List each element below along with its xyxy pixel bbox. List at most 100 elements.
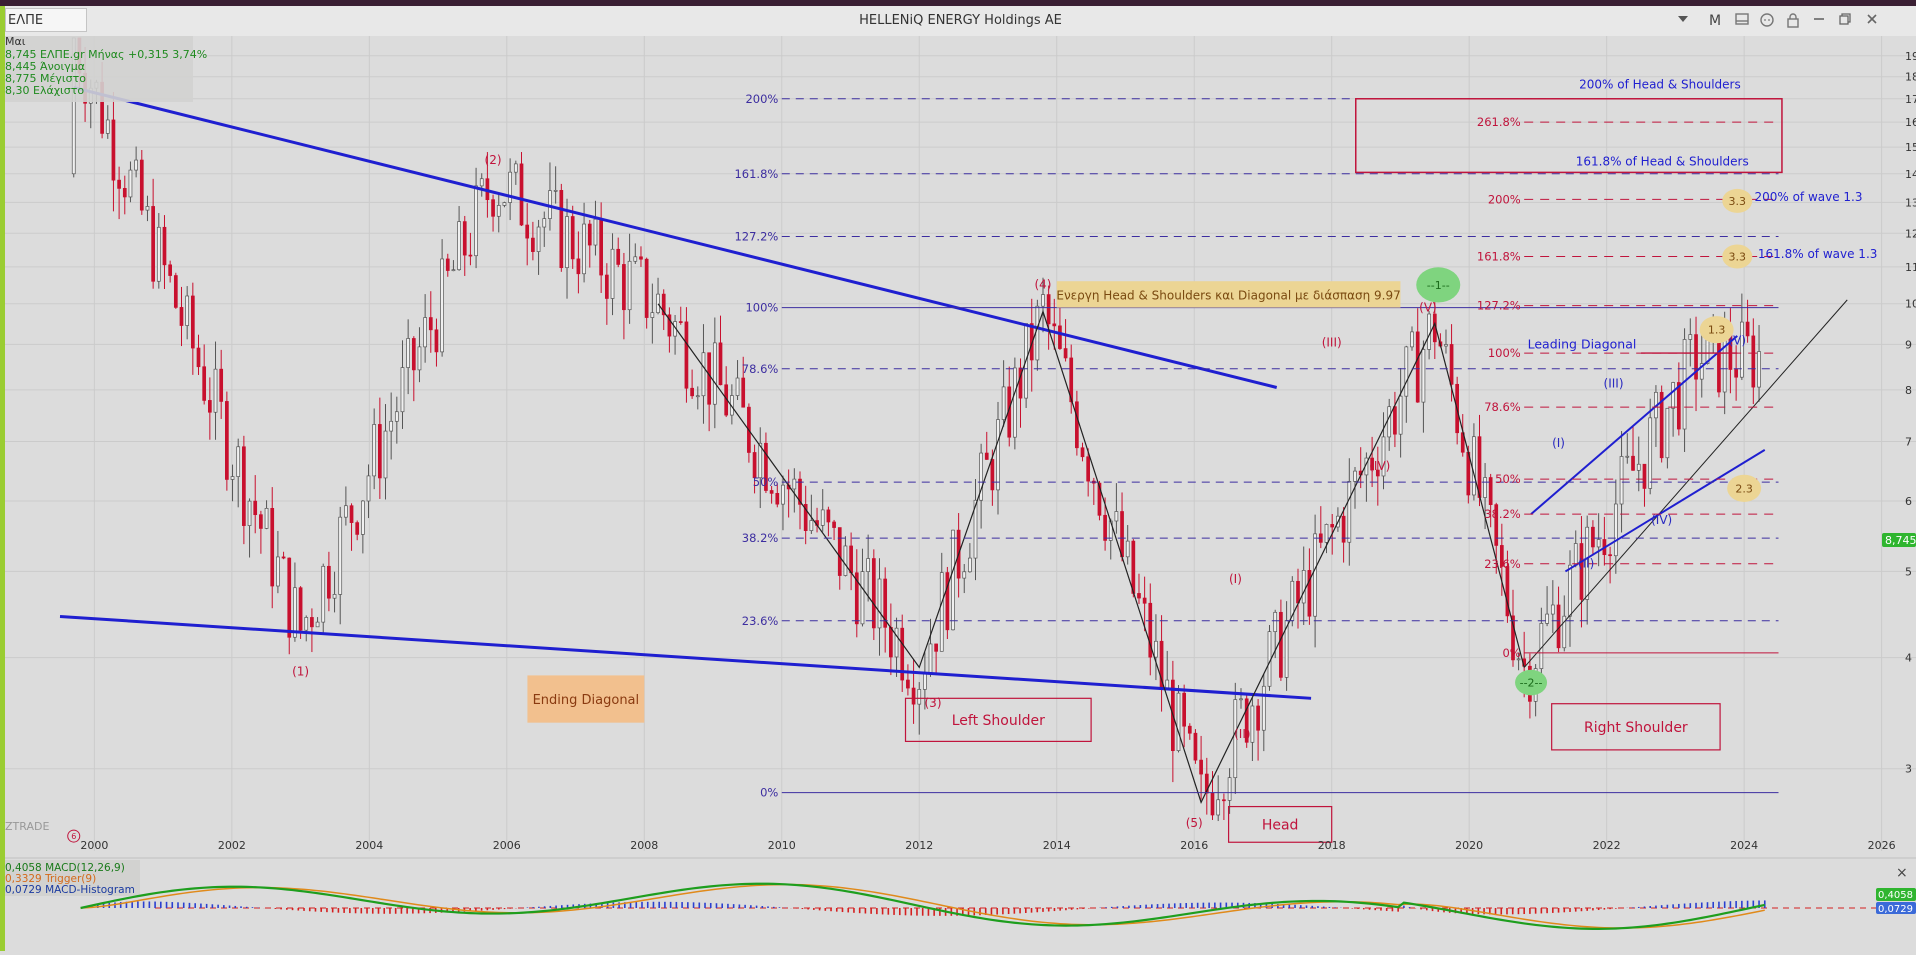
candle-body [661,293,666,316]
candle-body [213,368,218,413]
candle-body [923,673,927,690]
fib-left-label: 161.8% [734,167,778,181]
macd-legend: 0,4058 MACD(12,26,9) [5,862,125,874]
wave-label: (I) [1229,572,1242,586]
candle-body [968,557,972,573]
candle-body [1568,564,1572,617]
candle-body [650,312,655,318]
lock-icon[interactable] [1782,12,1804,30]
candle-body [304,617,309,631]
indicator-close-icon[interactable]: × [1896,865,1908,881]
x-tick-label: 2004 [355,839,383,852]
price-tag: 8,745 [1882,533,1916,547]
candle-body [332,594,337,599]
candle-body [570,216,575,260]
candle-body [519,163,524,226]
candle-body [1483,477,1487,498]
wave-label: (III) [1322,336,1342,350]
candle-body [1499,545,1504,567]
candle-body [775,493,780,505]
candle-body [928,643,933,675]
overlays: 200% 161.8% 127.2% 100% 78.6% 50% 38.2% 23.6% 0%… [59,78,1877,843]
candle-body [202,366,207,401]
price-tag-text: 8,745 [1885,534,1916,547]
candle-body [809,520,814,531]
macd-tag: 0,4058 [1878,890,1913,901]
y-tick-label: 7 [1905,435,1912,448]
candle-body [259,514,263,529]
circle-wave-3-3-b-circle [1722,244,1753,269]
fib-left-label: 38.2% [742,531,779,545]
candle-body [1165,679,1170,689]
candle-body [1449,344,1454,385]
candle-body [1745,321,1750,337]
panel-icon[interactable] [1731,12,1753,30]
candle-body [361,500,365,535]
candle-body [616,248,621,265]
candle-body [1279,611,1283,678]
candle-body [917,689,922,705]
dropdown-icon[interactable] [1672,12,1694,30]
candle-body [440,258,444,353]
candle-body [1636,463,1641,471]
candle-body [525,224,530,239]
minimize-icon[interactable] [1808,12,1830,30]
candle-body [366,475,371,502]
candle-body [491,199,495,217]
chart-svg[interactable]: 200%161.8%127.2%100%78.6%50%38.2%23.6%0%… [5,35,1916,951]
candle-body [242,446,246,526]
fib-left-label: 23.6% [742,614,779,628]
x-tick-label: 2020 [1455,839,1483,852]
candle-body [321,565,326,623]
close-icon[interactable] [1861,12,1883,30]
candle-body [508,171,512,203]
candle-body [349,505,354,523]
candle-body [411,338,416,371]
y-tick-label: 6 [1905,495,1912,508]
candle-body [1375,469,1380,477]
y-tick-label: 15 [1905,141,1916,154]
restore-icon[interactable] [1834,12,1856,30]
wave-label: (IV) [1369,459,1390,473]
candle-body [871,558,876,629]
fib-right-label: 23.6% [1484,557,1521,571]
wave-label: (5) [1186,816,1203,830]
comment-icon[interactable] [1756,12,1778,30]
info-line-2: 8,745 ΕΛΠΕ.gr Μήνας +0,315 3,74% [5,48,207,61]
candle-body [270,507,275,587]
x-tick-label: 2014 [1043,839,1071,852]
candle-body [843,545,848,576]
monthly-button[interactable]: M [1708,13,1722,29]
circle-wave-1-circle [1416,267,1461,303]
candle-body [979,452,983,501]
circle-wave-3-3-a: 3.3 [1729,195,1747,208]
candle-body [1233,699,1238,779]
candle-body [718,342,723,386]
indicator-tags: 0,4058 0,0729 [1876,888,1916,915]
candle-body [1740,321,1744,378]
candle-body [298,587,303,631]
chart-area[interactable]: 200% 161.8% 127.2% 100% 78.6% 50% 38.2% 23.6% 0%… [5,35,1916,951]
candle-body [945,572,950,631]
x-tick-label: 2002 [218,839,246,852]
candle-body [156,226,161,282]
candle-body [832,521,836,528]
candle-body [1757,351,1761,388]
candle-body [383,430,388,479]
candle-body [151,206,155,282]
leading-diagonal-lower [1564,448,1766,573]
candle-body [764,442,768,491]
candle-body [962,571,967,579]
candle-body [1041,294,1045,307]
candle-body [990,459,995,491]
candle-body [1210,792,1215,816]
candle-body [502,202,507,206]
candle-body [179,307,184,326]
candle-body [1682,339,1687,430]
symbol-field[interactable]: ΕΛΠΕ [5,8,87,32]
candle-body [1018,367,1023,399]
candle-body [1244,698,1249,743]
candle-body [1505,566,1510,617]
falling-trendline [73,86,1278,389]
y-tick-label: 11 [1905,261,1916,274]
